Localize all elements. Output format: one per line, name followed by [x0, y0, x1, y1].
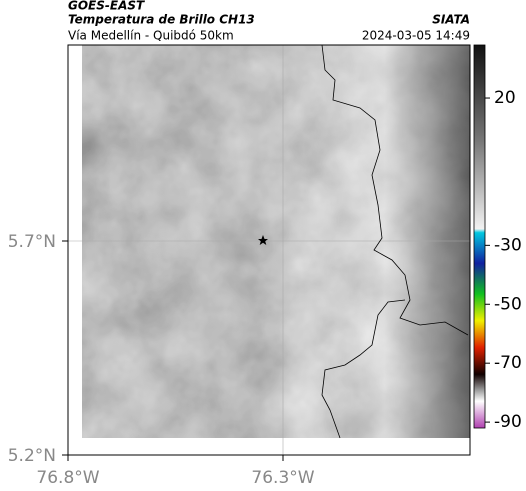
- lat-label: 5.2°N: [8, 446, 56, 466]
- colorbar-tick-label: -70: [494, 353, 522, 373]
- colorbar-tick-label: -30: [494, 235, 522, 255]
- lon-label: 76.8°W: [36, 468, 99, 488]
- location-marker: [258, 235, 268, 245]
- lon-label: 76.3°W: [251, 468, 314, 488]
- colorbar-scale: [473, 44, 486, 429]
- timestamp: 2024-03-05 14:49: [362, 29, 470, 43]
- lat-label: 5.7°N: [8, 232, 56, 252]
- source: SIATA: [432, 13, 470, 27]
- border: [321, 44, 469, 439]
- colorbar-tick-label: 20: [494, 88, 516, 108]
- colorbar: [473, 44, 486, 429]
- colorbar-tick-label: -90: [494, 412, 522, 432]
- subtitle: Vía Medellín - Quibdó 50km: [68, 29, 234, 43]
- map: 5.7°N 5.2°N 76.8°W 76.3°W: [8, 44, 471, 488]
- product: GOES-EAST: [68, 0, 145, 13]
- cloud-shading: [82, 45, 470, 438]
- colorbar-tick-label: -50: [494, 294, 522, 314]
- title: Temperatura de Brillo CH13: [68, 13, 255, 27]
- frame: [67, 44, 471, 456]
